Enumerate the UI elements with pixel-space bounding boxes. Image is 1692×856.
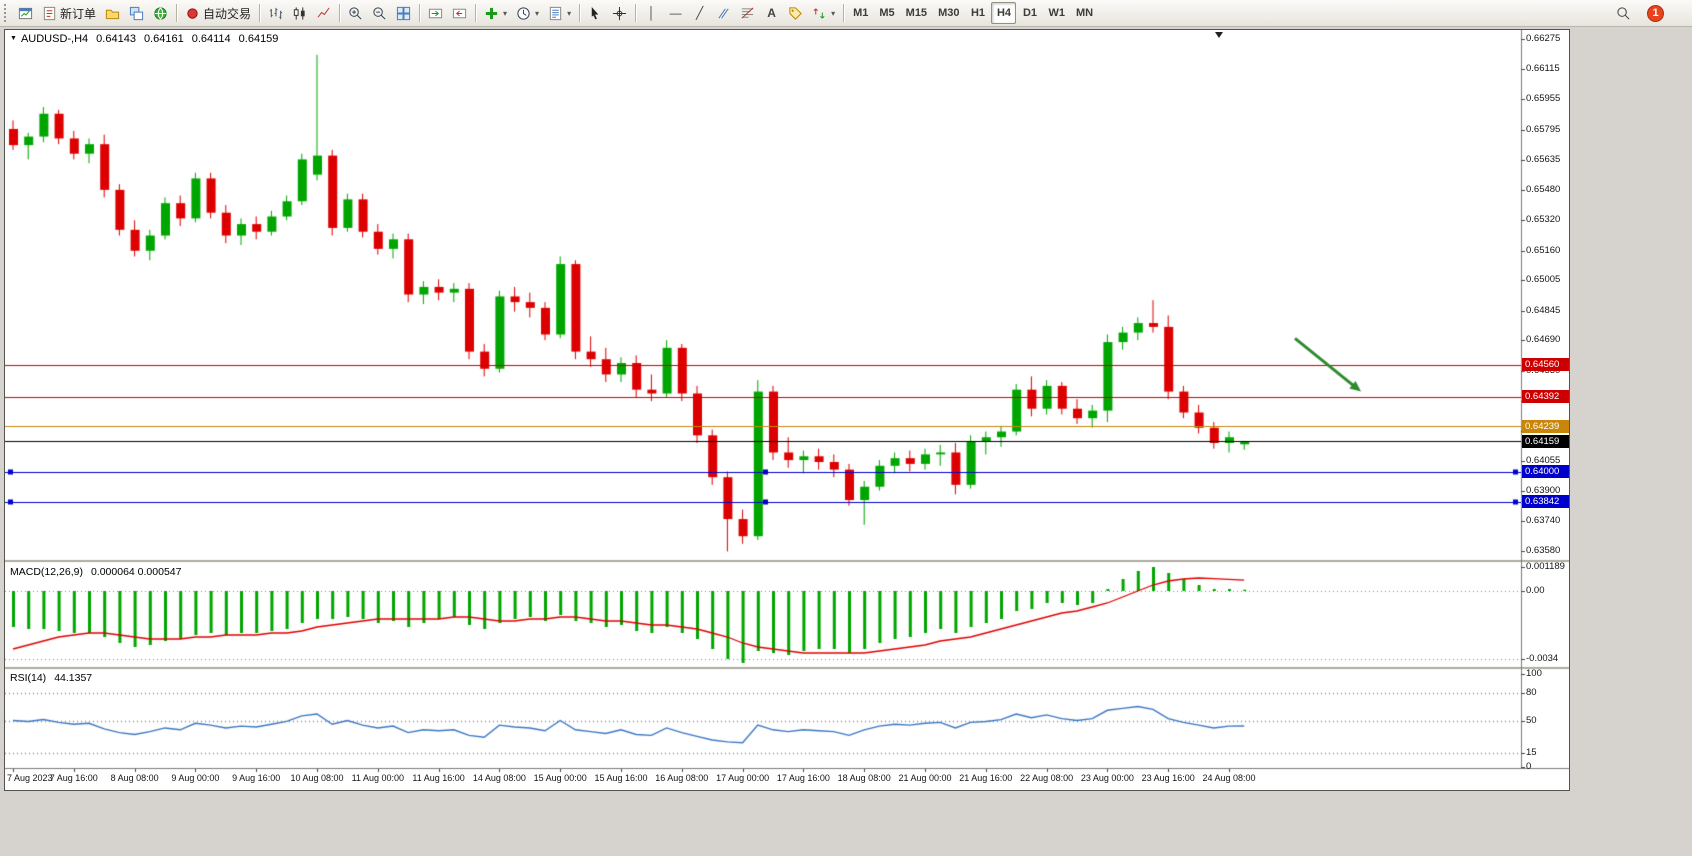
template-doc-icon	[548, 6, 563, 21]
candlestick-chart-icon	[292, 6, 305, 21]
text-tool-button[interactable]: A	[760, 2, 783, 24]
search-icon	[1616, 6, 1631, 21]
community-button[interactable]	[149, 2, 172, 24]
timeframe-button-m5[interactable]: M5	[874, 2, 899, 24]
zoom-out-icon	[372, 6, 387, 21]
bar-chart-button[interactable]	[264, 2, 287, 24]
zoom-in-button[interactable]	[344, 2, 367, 24]
toolbar-separator	[475, 4, 477, 22]
indicators-plus-icon	[485, 7, 498, 19]
auto-scroll-button[interactable]	[424, 2, 447, 24]
new-chart-icon	[18, 6, 33, 21]
autotrade-label: 自动交易	[203, 6, 252, 21]
toolbar-separator	[579, 4, 581, 22]
hline-tool-button[interactable]: —	[664, 2, 687, 24]
toolbar-separator	[259, 4, 261, 22]
chevron-down-icon: ▾	[567, 8, 572, 18]
timeframe-button-m30[interactable]: M30	[933, 2, 964, 24]
crosshair-icon	[612, 6, 627, 21]
timeframe-button-w1[interactable]: W1	[1043, 2, 1070, 24]
crosshair-button[interactable]	[608, 2, 631, 24]
zoom-out-button[interactable]	[368, 2, 391, 24]
line-chart-icon	[316, 6, 331, 21]
channel-icon	[716, 6, 731, 21]
chart-window: ▼ AUDUSD-,H4 0.64143 0.64161 0.64114 0.64159 …	[4, 29, 1570, 791]
timeframe-button-h4[interactable]: H4	[991, 2, 1017, 24]
trendline-icon: ╱	[695, 6, 704, 20]
periods-button[interactable]: ▾	[512, 2, 543, 24]
new-order-label: 新订单	[60, 6, 97, 21]
window-list-button[interactable]	[125, 2, 148, 24]
timeframe-button-d1[interactable]: D1	[1017, 2, 1042, 24]
line-chart-button[interactable]	[312, 2, 335, 24]
zoom-in-icon	[348, 6, 363, 21]
chevron-down-icon: ▾	[503, 8, 508, 18]
new-order-icon	[42, 6, 57, 21]
toolbar-separator	[176, 4, 178, 22]
cursor-arrow-icon	[591, 6, 599, 19]
chart-canvas[interactable]	[5, 30, 1569, 790]
label-tag-icon	[788, 6, 803, 21]
channel-tool-button[interactable]	[712, 2, 735, 24]
timeframe-button-m15[interactable]: M15	[901, 2, 932, 24]
profiles-folder-icon	[105, 6, 120, 21]
cursor-button[interactable]	[584, 2, 607, 24]
tile-windows-icon	[396, 6, 411, 21]
timeframe-button-h1[interactable]: H1	[965, 2, 990, 24]
fibonacci-icon	[740, 6, 755, 21]
toolbar-separator	[635, 4, 637, 22]
chevron-down-icon: ▾	[535, 8, 540, 18]
text-tool-icon: A	[767, 6, 776, 20]
autotrade-status-icon	[185, 6, 200, 21]
fibonacci-tool-button[interactable]	[736, 2, 759, 24]
arrows-tool-button[interactable]: ▾	[808, 2, 839, 24]
chart-shift-button[interactable]	[448, 2, 471, 24]
horizontal-line-icon: —	[669, 6, 682, 20]
toolbar-drag-handle[interactable]	[4, 4, 9, 22]
templates-button[interactable]: ▾	[544, 2, 575, 24]
clock-icon	[516, 6, 531, 21]
toolbar-separator	[419, 4, 421, 22]
main-toolbar: 新订单 自动交易 ▾	[0, 0, 1692, 27]
toolbar-separator	[339, 4, 341, 22]
new-order-button[interactable]: 新订单	[38, 2, 100, 24]
chart-shift-icon	[452, 6, 467, 21]
trendline-tool-button[interactable]: ╱	[688, 2, 711, 24]
chevron-down-icon: ▾	[831, 8, 836, 18]
label-tool-button[interactable]	[784, 2, 807, 24]
autotrade-button[interactable]: 自动交易	[181, 2, 255, 24]
vline-tool-button[interactable]: │	[640, 2, 663, 24]
bar-chart-icon	[268, 6, 283, 21]
globe-icon	[153, 6, 168, 21]
new-chart-button[interactable]	[14, 2, 37, 24]
indicators-button[interactable]: ▾	[480, 2, 511, 24]
arrows-icon	[812, 6, 827, 21]
tile-windows-button[interactable]	[392, 2, 415, 24]
search-button[interactable]	[1612, 2, 1635, 24]
candlestick-chart-button[interactable]	[288, 2, 311, 24]
timeframe-button-mn[interactable]: MN	[1071, 2, 1098, 24]
windows-icon	[129, 6, 144, 21]
vertical-line-icon: │	[647, 6, 656, 20]
timeframe-button-m1[interactable]: M1	[848, 2, 873, 24]
auto-scroll-icon	[428, 6, 443, 21]
notification-badge[interactable]: 1	[1647, 4, 1664, 22]
toolbar-separator	[843, 4, 845, 22]
profiles-button[interactable]	[101, 2, 124, 24]
